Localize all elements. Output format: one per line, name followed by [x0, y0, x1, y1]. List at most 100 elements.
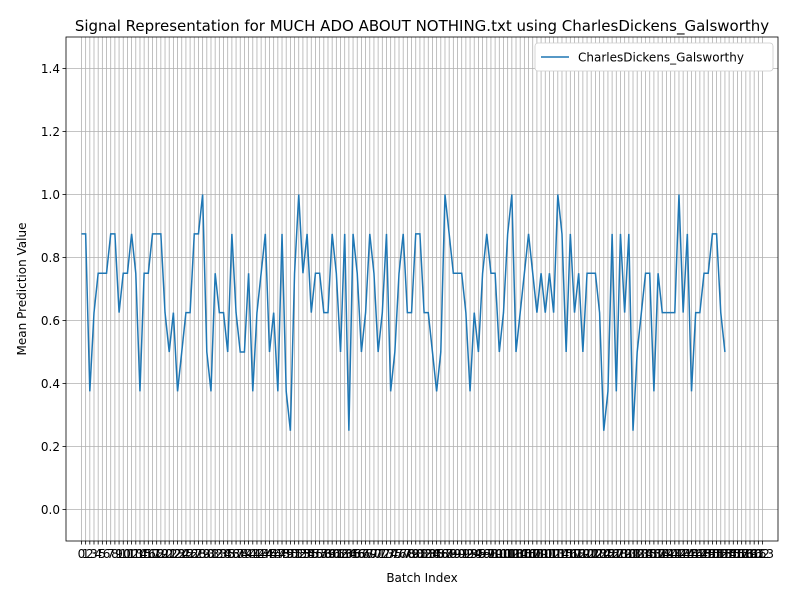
x-tick-label: 78	[400, 547, 415, 561]
x-tick-label: 79	[404, 547, 419, 561]
x-tick-label: 99	[487, 547, 502, 561]
x-tick-label: 57	[312, 547, 327, 561]
x-tick-label: 15	[136, 547, 151, 561]
x-tick-label: 156	[722, 547, 745, 561]
x-tick-label: 45	[262, 547, 277, 561]
x-tick-label: 115	[551, 547, 574, 561]
x-tick-label: 76	[391, 547, 406, 561]
x-tick-label: 126	[596, 547, 619, 561]
x-tick-label: 95	[471, 547, 486, 561]
x-tick-label: 130	[613, 547, 636, 561]
x-tick-label: 50	[283, 547, 298, 561]
x-tick-label: 23	[170, 547, 185, 561]
x-tick-label: 152	[705, 547, 728, 561]
x-tick-label: 10	[116, 547, 131, 561]
y-tick-label: 0.8	[41, 251, 60, 265]
x-tick-label: 92	[458, 547, 473, 561]
x-tick-label: 63	[337, 547, 352, 561]
x-tick-label: 65	[345, 547, 360, 561]
x-tick-label: 160	[739, 547, 762, 561]
x-tick-label: 43	[253, 547, 268, 561]
x-tick-label: 69	[362, 547, 377, 561]
x-tick-label: 157	[726, 547, 749, 561]
x-tick-label: 3	[90, 547, 98, 561]
x-tick-label: 88	[442, 547, 457, 561]
x-tick-label: 7	[107, 547, 115, 561]
x-tick-label: 19	[153, 547, 168, 561]
x-tick-label: 122	[580, 547, 603, 561]
x-tick-label: 32	[208, 547, 223, 561]
x-tick-label: 25	[178, 547, 193, 561]
x-tick-label: 33	[212, 547, 227, 561]
x-tick-label: 13	[128, 547, 143, 561]
x-tick-label: 98	[483, 547, 498, 561]
x-tick-label: 136	[638, 547, 661, 561]
x-tick-label: 83	[421, 547, 436, 561]
x-tick-label: 132	[622, 547, 645, 561]
x-tick-label: 82	[416, 547, 431, 561]
x-tick-label: 4	[94, 547, 102, 561]
x-tick-label: 141	[659, 547, 682, 561]
x-tick-label: 74	[383, 547, 398, 561]
x-tick-label: 97	[479, 547, 494, 561]
x-tick-label: 49	[279, 547, 294, 561]
x-tick-label: 61	[329, 547, 344, 561]
x-tick-label: 146	[680, 547, 703, 561]
x-tick-label: 36	[224, 547, 239, 561]
y-tick-label: 0.4	[41, 377, 60, 391]
x-tick-label: 84	[425, 547, 440, 561]
plot-frame	[65, 36, 779, 542]
x-tick-label: 28	[191, 547, 206, 561]
y-tick-label: 1.4	[41, 62, 60, 76]
x-tick-label: 44	[258, 547, 273, 561]
x-tick-label: 16	[141, 547, 156, 561]
x-tick-label: 31	[203, 547, 218, 561]
x-tick-label: 8	[111, 547, 119, 561]
x-tick-label: 47	[270, 547, 285, 561]
x-tick-label: 75	[387, 547, 402, 561]
x-tick-label: 87	[437, 547, 452, 561]
x-tick-label: 46	[266, 547, 281, 561]
x-tick-label: 73	[379, 547, 394, 561]
x-tick-label: 71	[370, 547, 385, 561]
x-tick-label: 137	[642, 547, 665, 561]
x-tick-label: 39	[237, 547, 252, 561]
y-tick-label: 1.0	[41, 188, 60, 202]
plot-area	[66, 37, 778, 541]
x-tick-label: 118	[563, 547, 586, 561]
legend-label: CharlesDickens_Galsworthy	[578, 51, 744, 65]
x-tick-label: 104	[505, 547, 528, 561]
x-tick-label: 162	[747, 547, 770, 561]
x-tick-label: 142	[663, 547, 686, 561]
x-tick-label: 51	[287, 547, 302, 561]
x-tick-label: 96	[475, 547, 490, 561]
x-tick-label: 108	[521, 547, 544, 561]
x-tick-label: 86	[433, 547, 448, 561]
x-tick-label: 116	[555, 547, 578, 561]
x-tick-label: 81	[412, 547, 427, 561]
x-tick-label: 127	[601, 547, 624, 561]
chart-title: Signal Representation for MUCH ADO ABOUT…	[75, 17, 769, 36]
x-tick-label: 161	[743, 547, 766, 561]
x-gridlines	[81, 37, 763, 541]
x-tick-label: 26	[182, 547, 197, 561]
x-tick-label: 38	[233, 547, 248, 561]
x-tick-label: 145	[676, 547, 699, 561]
x-tick-label: 101	[492, 547, 515, 561]
x-tick-label: 62	[333, 547, 348, 561]
x-tick-label: 14	[132, 547, 147, 561]
x-tick-label: 18	[149, 547, 164, 561]
x-tick-label: 42	[249, 547, 264, 561]
x-tick-label: 124	[588, 547, 611, 561]
x-tick-label: 72	[375, 547, 390, 561]
x-tick-label: 110	[530, 547, 553, 561]
x-tick-label: 67	[354, 547, 369, 561]
x-tick-label: 106	[513, 547, 536, 561]
x-tick-label: 24	[174, 547, 189, 561]
x-tick-label: 105	[509, 547, 532, 561]
legend-frame	[534, 42, 774, 72]
x-tick-label: 131	[617, 547, 640, 561]
x-tick-label: 30	[199, 547, 214, 561]
